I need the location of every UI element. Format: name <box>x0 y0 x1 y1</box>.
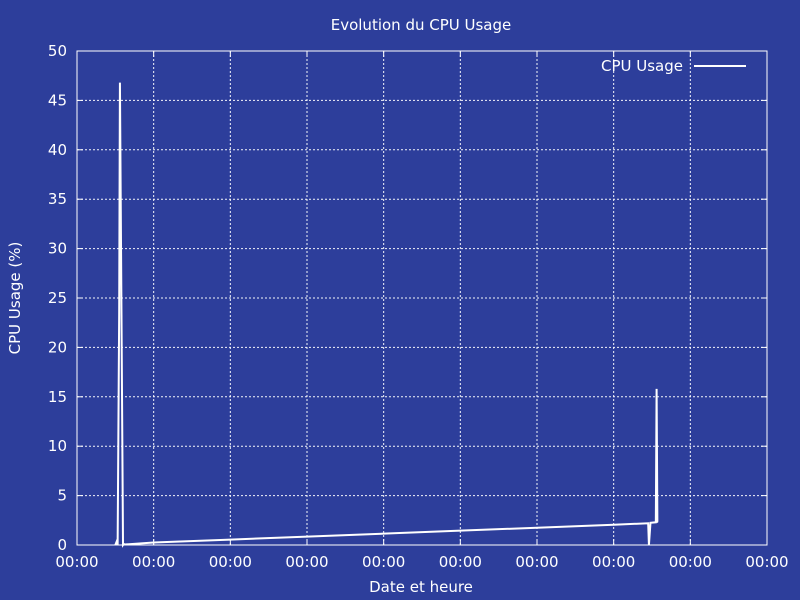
x-tick-label: 00:00 <box>439 553 482 571</box>
y-tick-label: 0 <box>57 536 67 554</box>
y-tick-label: 40 <box>48 141 67 159</box>
y-tick-label: 5 <box>57 487 67 505</box>
y-tick-label: 10 <box>48 437 67 455</box>
x-tick-label: 00:00 <box>209 553 252 571</box>
x-tick-label: 00:00 <box>669 553 712 571</box>
ticks: 0 5 10 15 20 25 30 35 40 45 50 00:00 00:00 00:00 00:00… <box>48 42 789 571</box>
x-tick-label: 00:00 <box>55 553 98 571</box>
y-tick-label: 45 <box>48 91 67 109</box>
x-tick-label: 00:00 <box>592 553 635 571</box>
series-layer <box>114 82 659 548</box>
y-tick-label: 30 <box>48 240 67 258</box>
y-tick-label: 20 <box>48 338 67 356</box>
chart-title: Evolution du CPU Usage <box>331 16 512 34</box>
y-axis-label: CPU Usage (%) <box>6 242 24 355</box>
y-tick-label: 50 <box>48 42 67 60</box>
x-tick-label: 00:00 <box>285 553 328 571</box>
grid <box>77 51 767 545</box>
x-tick-label: 00:00 <box>745 553 788 571</box>
legend: CPU Usage <box>601 57 746 75</box>
legend-label: CPU Usage <box>601 57 683 75</box>
series-line-cpu-usage <box>114 82 659 548</box>
x-tick-label: 00:00 <box>515 553 558 571</box>
y-tick-label: 25 <box>48 289 67 307</box>
x-axis-label: Date et heure <box>369 578 473 596</box>
x-tick-label: 00:00 <box>362 553 405 571</box>
y-tick-label: 35 <box>48 190 67 208</box>
x-tick-label: 00:00 <box>132 553 175 571</box>
y-tick-label: 15 <box>48 388 67 406</box>
